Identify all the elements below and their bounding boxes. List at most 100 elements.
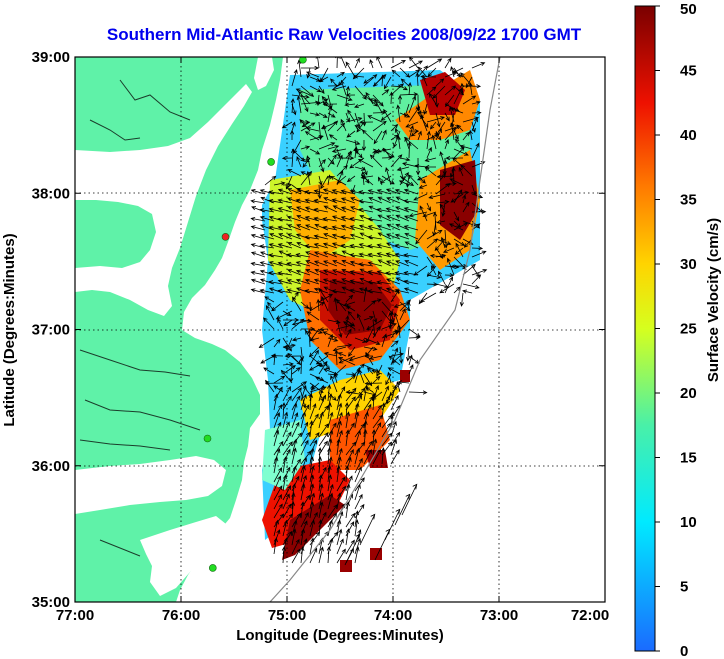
velocity-arrow (281, 546, 286, 564)
velocity-arrow (315, 355, 329, 365)
velocity-arrow (453, 146, 465, 159)
velocity-arrow (443, 229, 449, 249)
velocity-arrow (347, 310, 356, 321)
velocity-arrow (282, 493, 290, 510)
velocity-arrow (336, 156, 355, 161)
chesapeake-bay (75, 84, 252, 316)
velocity-arrow (358, 190, 374, 195)
velocity-arrow (282, 182, 293, 187)
velocity-arrow (349, 233, 365, 240)
velocity-arrow (345, 521, 355, 537)
velocity-arrow (408, 125, 414, 141)
velocity-arrow (383, 76, 392, 90)
velocity-arrow (323, 286, 338, 294)
velocity-arrow (287, 233, 302, 240)
velocity-arrow (259, 244, 275, 249)
velocity-arrow (322, 217, 338, 222)
radar-station-marker (299, 57, 307, 64)
velocity-arrow (300, 501, 305, 519)
velocity-arrow (345, 475, 353, 492)
velocity-arrow (422, 75, 428, 87)
velocity-arrow (372, 120, 387, 132)
velocity-arrow (408, 95, 417, 114)
velocity-arrow (428, 193, 446, 200)
velocity-arrow (367, 225, 383, 231)
velocity-arrow (345, 512, 356, 528)
velocity-arrow (453, 67, 461, 78)
velocity-arrow (320, 175, 329, 190)
velocity-arrow (305, 260, 320, 267)
velocity-arrow (282, 513, 294, 528)
velocity-arrow (273, 475, 282, 492)
velocity-arrow (265, 305, 275, 321)
velocity-arrow (453, 286, 461, 294)
velocity-arrow (377, 232, 392, 240)
velocity-arrow (300, 483, 306, 501)
velocity-arrow (390, 449, 400, 465)
velocity-arrow (329, 175, 347, 186)
velocity-arrow (287, 242, 302, 249)
velocity-arrow (323, 260, 338, 267)
colorbar-ticks: 0 5 10 15 20 25 30 35 40 45 50 (655, 1, 697, 659)
velocity-arrow (376, 243, 392, 249)
velocity-arrow (250, 225, 266, 231)
velocity-arrow (345, 85, 350, 105)
velocity-arrow (366, 319, 383, 331)
velocity-arrow (410, 130, 419, 137)
velocity-arrow (318, 360, 328, 375)
velocity-arrow (363, 449, 372, 465)
velocity-arrow (453, 222, 469, 231)
velocity-arrow (331, 278, 347, 285)
velocity-arrow (292, 296, 302, 312)
velocity-arrow (336, 485, 347, 501)
velocity-arrow (323, 251, 338, 258)
velocity-arrow (471, 100, 481, 105)
velocity-arrow (399, 175, 415, 187)
velocity-arrow (300, 301, 310, 309)
velocity-arrow (449, 122, 455, 141)
velocity-arrow (387, 367, 401, 375)
velocity-arrow (282, 466, 291, 483)
velocity-arrow (327, 504, 338, 519)
velocity-arrow (354, 441, 366, 456)
velocity-arrow (341, 250, 356, 258)
velocity-arrow (367, 115, 383, 123)
velocity-arrow (377, 214, 392, 222)
velocity-arrow (273, 529, 281, 546)
velocity-arrow (273, 494, 282, 510)
velocity-arrow (405, 121, 419, 128)
velocity-arrow (381, 441, 393, 456)
velocity-arrow (403, 271, 419, 276)
velocity-arrow (327, 157, 335, 165)
velocity-arrow (346, 130, 356, 138)
velocity-arrow (268, 190, 284, 195)
velocity-arrow (314, 268, 329, 276)
velocity-arrow (403, 279, 419, 285)
velocity-arrow (376, 207, 392, 213)
velocity-arrow (382, 147, 392, 159)
velocity-arrow (322, 269, 338, 276)
velocity-arrow (291, 483, 297, 501)
velocity-arrow (308, 393, 314, 411)
y-tick-label: 36:00 (32, 458, 70, 475)
velocity-arrow (471, 62, 486, 69)
velocity-arrow (309, 382, 324, 393)
velocity-arrow (381, 322, 397, 330)
velocity-arrow (389, 91, 394, 105)
velocity-arrow (417, 130, 422, 141)
velocity-arrow (381, 432, 393, 447)
velocity-arrow (426, 274, 442, 280)
velocity-arrow (327, 512, 337, 528)
velocity-arrow (336, 465, 341, 483)
velocity-arrow (282, 474, 288, 492)
velocity-arrow (369, 154, 383, 168)
colorbar-tick-label: 15 (680, 450, 697, 467)
velocity-arrow (408, 106, 420, 123)
velocity-arrow (407, 141, 412, 159)
velocity-arrow (403, 207, 419, 213)
velocity-arrow (345, 441, 357, 456)
velocity-arrow (309, 349, 319, 366)
velocity-arrow (363, 403, 372, 420)
velocity-arrow (354, 429, 361, 447)
y-tick-label: 39:00 (32, 49, 70, 66)
